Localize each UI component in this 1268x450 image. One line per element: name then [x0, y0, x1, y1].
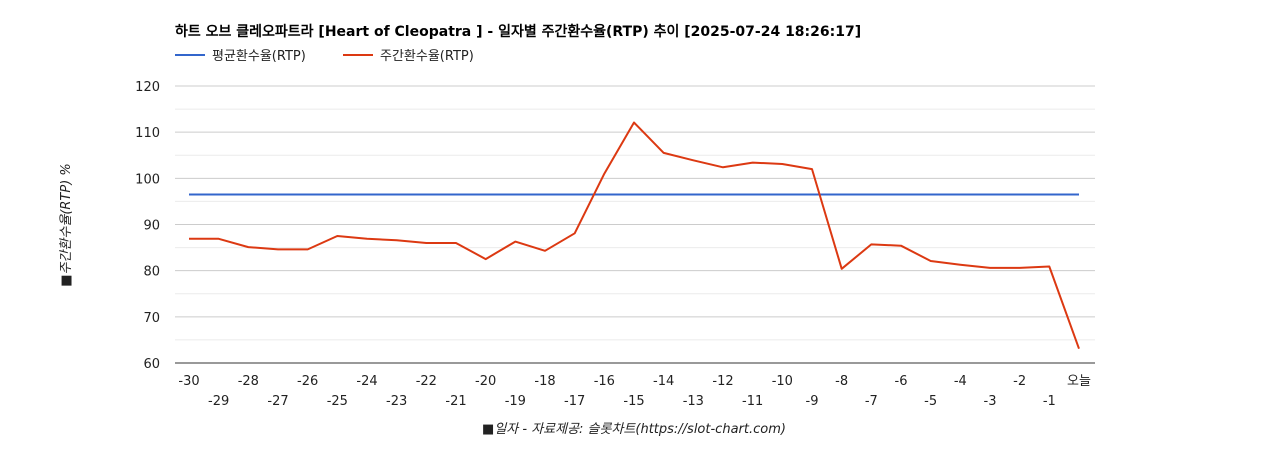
x-tick-label: -17 [564, 394, 585, 409]
y-tick-label: 90 [143, 219, 160, 234]
x-tick-label: -23 [386, 394, 407, 409]
x-tick-label: -21 [445, 394, 466, 409]
y-axis-title: ■주간환수율(RTP) % [59, 163, 74, 287]
x-tick-label: -2 [1013, 374, 1026, 389]
x-tick-label: -8 [835, 374, 848, 389]
y-tick-label: 60 [143, 357, 160, 372]
y-tick-label: 70 [143, 311, 160, 326]
y-tick-label: 100 [135, 172, 160, 187]
x-tick-label: -22 [416, 374, 437, 389]
x-tick-label: -16 [594, 374, 615, 389]
x-tick-label: 오늘 [1067, 374, 1091, 389]
x-tick-label: -14 [653, 374, 674, 389]
legend-label-average: 평균환수율(RTP) [212, 49, 306, 64]
x-tick-label: -5 [924, 394, 937, 409]
x-tick-label: -26 [297, 374, 318, 389]
legend: 평균환수율(RTP) 주간환수율(RTP) [175, 49, 474, 64]
x-tick-label: -13 [683, 394, 704, 409]
x-tick-label: -3 [984, 394, 997, 409]
x-tick-label: -12 [712, 374, 733, 389]
x-tick-label: -11 [742, 394, 763, 409]
x-tick-label: -27 [267, 394, 288, 409]
series-line-weekly [189, 121, 1080, 350]
x-tick-label: -9 [806, 394, 819, 409]
gridlines [175, 85, 1095, 364]
x-tick-label: -19 [505, 394, 526, 409]
chart-title: 하트 오브 클레오파트라 [Heart of Cleopatra ] - 일자별… [175, 23, 861, 40]
y-tick-label: 80 [143, 265, 160, 280]
x-tick-label: -18 [534, 374, 555, 389]
x-tick-label: -24 [356, 374, 377, 389]
series-lines [189, 121, 1080, 350]
x-tick-label: -7 [865, 394, 878, 409]
x-tick-label: -10 [772, 374, 793, 389]
y-tick-label: 110 [135, 126, 160, 141]
x-tick-label: -29 [208, 394, 229, 409]
x-tick-label: -20 [475, 374, 496, 389]
x-tick-label: -25 [327, 394, 348, 409]
x-axis-ticks: -30-29-28-27-26-25-24-23-22-21-20-19-18-… [178, 374, 1091, 409]
x-tick-label: -4 [954, 374, 967, 389]
y-tick-label: 120 [135, 80, 160, 95]
x-tick-label: -15 [623, 394, 644, 409]
x-tick-label: -30 [178, 374, 199, 389]
legend-label-weekly: 주간환수율(RTP) [380, 49, 474, 64]
x-axis-title: ■일자 - 자료제공: 슬롯차트(https://slot-chart.com) [482, 422, 786, 437]
x-tick-label: -1 [1043, 394, 1056, 409]
y-axis-ticks: 60 70 80 90 100 110 120 [135, 80, 160, 372]
x-tick-label: -6 [895, 374, 908, 389]
x-tick-label: -28 [238, 374, 259, 389]
